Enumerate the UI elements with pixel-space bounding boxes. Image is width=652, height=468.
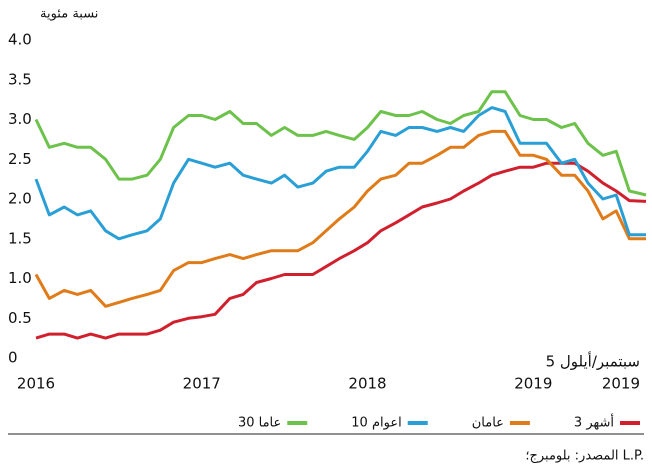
x-tick-label: 2017 <box>183 375 221 393</box>
source: المصدر: بلومبرج؛ L.P. <box>525 449 644 464</box>
y-tick-label: 4.0 <box>8 31 32 49</box>
legend-label: 3 أشهر <box>574 414 614 431</box>
y-tick-label: 2.5 <box>8 150 32 168</box>
annotation: 5 سبتمبر/أيلول <box>546 352 640 371</box>
y-tick-label: 0.5 <box>8 309 32 327</box>
y-tick-label: 3.0 <box>8 110 32 128</box>
legend-label: 10 اعوام <box>351 416 401 431</box>
x-tick-label: 2016 <box>17 375 55 393</box>
series-line <box>34 129 646 308</box>
series-line <box>34 90 647 197</box>
y-tick-label: 2.0 <box>8 190 32 208</box>
annotation: 2019 <box>602 375 640 393</box>
y-tick-label: 3.5 <box>8 70 32 88</box>
legend-label: عامان <box>472 416 504 431</box>
y-tick-label: 1.5 <box>8 229 32 247</box>
series-line <box>35 161 647 340</box>
series-line <box>34 106 646 241</box>
x-tick-label: 2019 <box>514 375 552 393</box>
y-axis-label: نسبة مئوية <box>40 7 98 22</box>
x-tick-label: 2018 <box>348 375 386 393</box>
y-tick-label: 1.0 <box>8 269 32 287</box>
legend-label: 30 عاما <box>238 416 281 431</box>
y-tick-label: 0 <box>8 349 18 367</box>
